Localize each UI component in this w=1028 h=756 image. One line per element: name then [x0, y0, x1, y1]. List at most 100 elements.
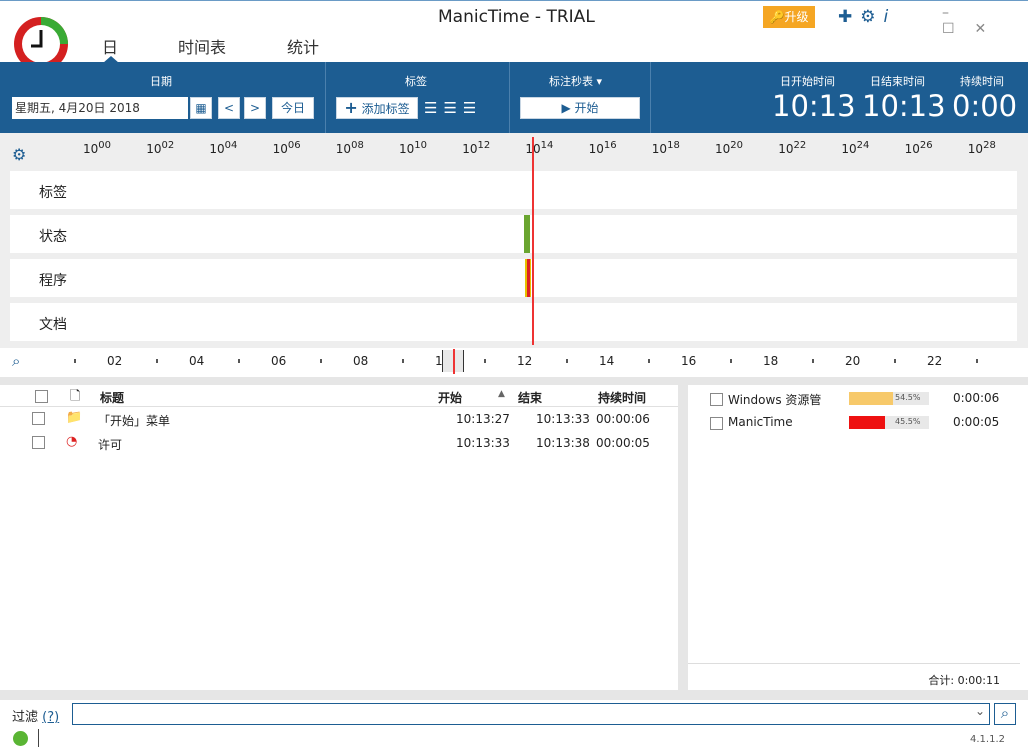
- timeline-row: [10, 303, 1017, 341]
- duration: 0:00:05: [953, 415, 1000, 429]
- filter-label: 过滤 (?): [12, 706, 59, 725]
- overview-dot: [484, 359, 486, 363]
- tab[interactable]: 统计: [287, 38, 320, 57]
- header-icons[interactable]: ✚⚙i: [838, 7, 897, 27]
- cell: 10:13:38: [536, 436, 590, 450]
- column-header[interactable]: 持续时间: [598, 391, 647, 405]
- window-controls[interactable]: –☐✕: [942, 5, 1007, 37]
- overview-dot: [402, 359, 404, 363]
- tab[interactable]: 日: [102, 38, 119, 57]
- calendar-button[interactable]: ▦: [190, 97, 212, 119]
- header-line: [0, 406, 678, 407]
- zoom-icon[interactable]: ⌕: [12, 352, 21, 370]
- app-name: Windows 资源管: [728, 393, 822, 407]
- header: ManicTime - TRIAL 🔑升级 ✚⚙i –☐✕ 日 时间表 统计: [0, 0, 1028, 71]
- tick-hour: 10: [778, 142, 794, 156]
- overview-tick: 12: [517, 354, 533, 368]
- add-tag-button[interactable]: + 添加标签: [336, 97, 418, 119]
- row-icon: ◔: [66, 434, 78, 449]
- stat-value: 10:13: [772, 89, 856, 123]
- cell: 许可: [98, 438, 123, 452]
- column-header[interactable]: 开始: [438, 391, 463, 405]
- overview-tick: 18: [763, 354, 779, 368]
- tick-hour: 10: [715, 142, 731, 156]
- tick-hour: 10: [841, 142, 857, 156]
- column-header[interactable]: 结束: [518, 391, 543, 405]
- tick-hour: 10: [272, 142, 288, 156]
- cell: 10:13:27: [456, 412, 510, 426]
- overview-tick: 04: [189, 354, 205, 368]
- sort-arrow: ▲: [498, 389, 505, 399]
- upgrade-button[interactable]: 🔑升级: [763, 6, 815, 28]
- row-checkbox[interactable]: [32, 436, 45, 449]
- overview-tick: 14: [599, 354, 615, 368]
- tick-hour: 10: [967, 142, 984, 156]
- overview-dot: [74, 359, 76, 363]
- tick-hour: 10: [399, 142, 415, 156]
- next-day[interactable]: >: [244, 97, 266, 119]
- overview-now: [453, 349, 455, 374]
- stopwatch-label[interactable]: 标注秒表 ▾: [549, 75, 603, 88]
- start-button[interactable]: ▶ 开始: [520, 97, 640, 119]
- column-header[interactable]: 标题: [100, 391, 125, 405]
- divider: [650, 62, 651, 133]
- filter-search[interactable]: ⌕: [994, 703, 1016, 725]
- row-label: 标签: [39, 185, 67, 201]
- overview-dot: [238, 359, 240, 363]
- tick-minute: 00: [98, 140, 112, 151]
- tab[interactable]: 时间表: [178, 38, 227, 57]
- summary-total: 合计: 0:00:11: [928, 674, 1000, 687]
- stat-value: 0:00: [952, 89, 1018, 123]
- status-indicator: [13, 731, 28, 746]
- splitter: [0, 377, 1028, 385]
- stat-value: 10:13: [862, 89, 946, 123]
- cell: 00:00:06: [596, 412, 650, 426]
- stat-label: 持续时间: [960, 75, 1004, 88]
- view-buttons[interactable]: ☰☰☰: [424, 99, 483, 117]
- stopwatch-text: 标注秒表: [549, 75, 593, 88]
- today-button[interactable]: 今日: [272, 97, 314, 119]
- timeline-row: [10, 171, 1017, 209]
- time-tick: 1006: [273, 140, 301, 156]
- prev-day[interactable]: <: [218, 97, 240, 119]
- overview: ⌕ 0204060810121416182022: [10, 349, 1018, 374]
- row-checkbox[interactable]: [710, 393, 723, 406]
- row-checkbox[interactable]: [32, 412, 45, 425]
- timeline-row: [10, 259, 1017, 297]
- time-tick: 1020: [715, 140, 743, 156]
- time-tick: 1026: [905, 140, 933, 156]
- divider: [325, 62, 326, 133]
- filter-help[interactable]: (?): [42, 710, 60, 725]
- time-tick: 1012: [462, 140, 490, 156]
- timeline-settings[interactable]: ⚙: [12, 145, 27, 164]
- cell: 10:13:33: [536, 412, 590, 426]
- tick-hour: 10: [588, 142, 604, 156]
- filter-input[interactable]: ⌄: [72, 703, 990, 725]
- date-field[interactable]: 星期五, 4月20日 2018: [12, 97, 188, 119]
- overview-dot: [730, 359, 732, 363]
- time-tick: 1016: [589, 140, 617, 156]
- tick-minute: 18: [667, 140, 680, 151]
- timeline: ⚙ ⌄ 100010021004100610081010101210141016…: [0, 133, 1028, 348]
- activity-table: 🗋 标题 开始 结束 持续时间 ▲ 📁 「开始」菜单 10:13:27 10:13:33 00:00…: [0, 385, 678, 690]
- tick-hour: 10: [335, 142, 352, 156]
- header-checkbox: [35, 390, 48, 403]
- tick-minute: 14: [540, 140, 554, 151]
- tick-minute: 12: [477, 140, 491, 151]
- overview-dot: [894, 359, 896, 363]
- row-label: 程序: [39, 273, 67, 289]
- row-checkbox[interactable]: [710, 417, 723, 430]
- tags-label: 标签: [405, 75, 427, 88]
- logo: [14, 17, 68, 71]
- now-line: [532, 137, 534, 345]
- tick-minute: 24: [856, 140, 870, 151]
- overview-tick: 08: [353, 354, 369, 368]
- tick-minute: 28: [983, 140, 996, 151]
- overview-dot: [156, 359, 158, 363]
- tick-minute: 08: [351, 140, 364, 151]
- window-title: ManicTime - TRIAL: [438, 7, 595, 27]
- tick-hour: 10: [209, 142, 225, 156]
- time-tick: 1000: [83, 140, 111, 156]
- tick-minute: 02: [161, 140, 175, 151]
